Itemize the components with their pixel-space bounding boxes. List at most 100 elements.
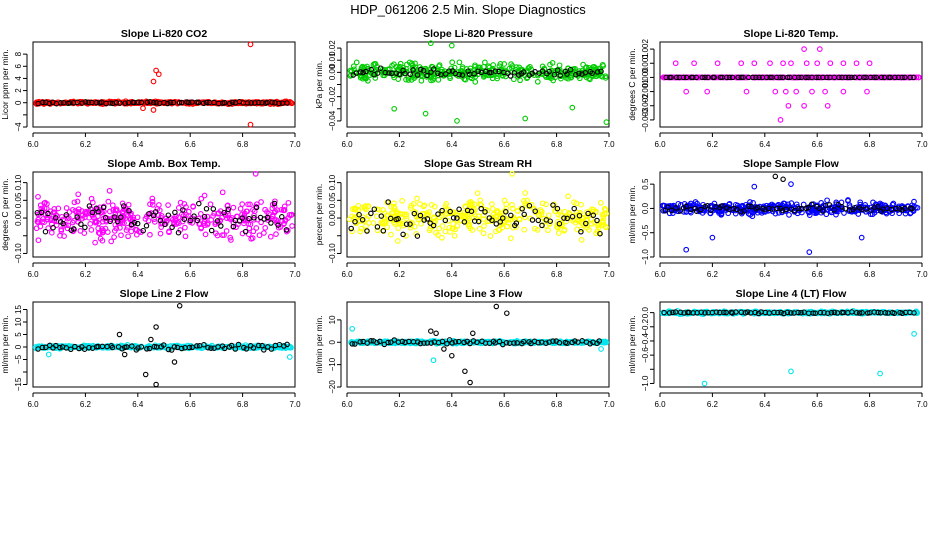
data-point-black	[447, 208, 453, 215]
data-point	[261, 230, 267, 236]
data-point	[495, 226, 502, 233]
data-point-black	[711, 74, 718, 81]
data-point	[864, 204, 871, 211]
data-point	[445, 218, 452, 224]
x-tick-label: 6.8	[237, 400, 249, 409]
data-point	[427, 225, 434, 232]
data-point-black	[576, 70, 582, 77]
data-point	[456, 59, 463, 66]
data-point	[588, 220, 595, 227]
data-point-black	[683, 203, 689, 210]
y-tick-label: 0.002	[641, 39, 650, 60]
data-point	[182, 224, 188, 231]
data-point-black	[284, 100, 290, 106]
data-point-black	[245, 100, 251, 106]
data-point	[824, 197, 830, 204]
x-tick-label: 7.0	[289, 400, 301, 409]
data-point-black	[221, 99, 228, 106]
y-axis-label: Licor ppm per min.	[0, 49, 10, 119]
data-point-black	[253, 204, 260, 211]
data-point	[431, 215, 438, 221]
data-point	[92, 239, 98, 246]
data-point	[875, 74, 881, 81]
data-point-black	[236, 218, 243, 224]
outlier-point	[691, 60, 697, 67]
y-tick-label: 10	[14, 317, 23, 326]
data-point-black	[176, 100, 183, 106]
data-point	[561, 227, 567, 234]
data-point	[393, 64, 400, 70]
data-point	[286, 212, 293, 218]
y-tick-label: −0.10	[328, 243, 337, 264]
data-point-black	[395, 216, 401, 222]
data-point-black	[590, 212, 597, 219]
data-point	[247, 201, 253, 208]
data-point	[350, 63, 357, 70]
y-tick-label: −0.10	[14, 243, 23, 264]
data-point-black	[899, 74, 905, 81]
data-point	[476, 225, 483, 232]
data-point	[230, 204, 237, 211]
data-point-black	[861, 74, 867, 81]
data-point-black	[910, 74, 917, 81]
data-point	[163, 218, 170, 225]
outlier-point	[788, 181, 794, 187]
data-point	[446, 73, 453, 80]
data-point-black	[239, 215, 246, 221]
data-point	[692, 199, 699, 205]
data-point	[239, 201, 246, 207]
data-point	[522, 190, 529, 196]
data-point-black	[535, 217, 542, 224]
x-tick-label: 6.2	[80, 270, 92, 279]
data-point-black	[52, 215, 59, 221]
data-point	[123, 227, 130, 233]
data-point-black	[465, 68, 471, 74]
data-point	[351, 66, 357, 73]
data-point	[769, 208, 776, 215]
y-tick-label: −0.002	[641, 93, 650, 118]
data-point-black	[489, 217, 495, 224]
data-point	[111, 234, 117, 240]
data-point	[543, 201, 549, 208]
data-point	[390, 203, 397, 210]
plot-frame	[346, 171, 610, 258]
y-tick-label: −0.5	[641, 224, 650, 240]
data-point	[224, 203, 231, 209]
data-point-black	[264, 214, 271, 221]
data-point	[550, 77, 557, 84]
data-point	[414, 195, 420, 202]
data-point	[79, 215, 85, 222]
y-tick-label: 6	[14, 64, 23, 69]
data-point-black	[227, 100, 233, 107]
data-point	[51, 206, 58, 212]
data-point-black	[823, 74, 830, 81]
data-point	[106, 99, 113, 106]
data-point-black	[74, 214, 80, 220]
data-point-black	[554, 205, 561, 212]
data-point	[250, 207, 256, 213]
data-point-black	[500, 215, 506, 221]
data-point	[175, 99, 182, 105]
data-point	[469, 214, 475, 221]
x-tick-label: 6.2	[394, 400, 406, 409]
data-point-black	[471, 71, 477, 77]
data-point	[890, 200, 897, 207]
data-point-black	[251, 215, 257, 221]
data-point	[447, 229, 453, 235]
data-point-black	[38, 209, 45, 216]
data-point-black	[475, 68, 481, 74]
data-point	[349, 228, 355, 235]
data-point	[710, 207, 716, 214]
data-point	[105, 198, 112, 205]
x-tick-label: 6.0	[27, 270, 39, 279]
data-point	[779, 202, 785, 209]
data-point-black	[46, 100, 53, 107]
data-point	[432, 218, 439, 224]
x-tick-label: 6.8	[551, 140, 563, 149]
data-point-black	[749, 74, 756, 81]
data-point-black	[150, 99, 157, 106]
data-point-black	[162, 221, 168, 228]
data-point-black	[196, 200, 202, 207]
outlier-point	[683, 88, 690, 95]
data-point-black	[702, 74, 708, 81]
